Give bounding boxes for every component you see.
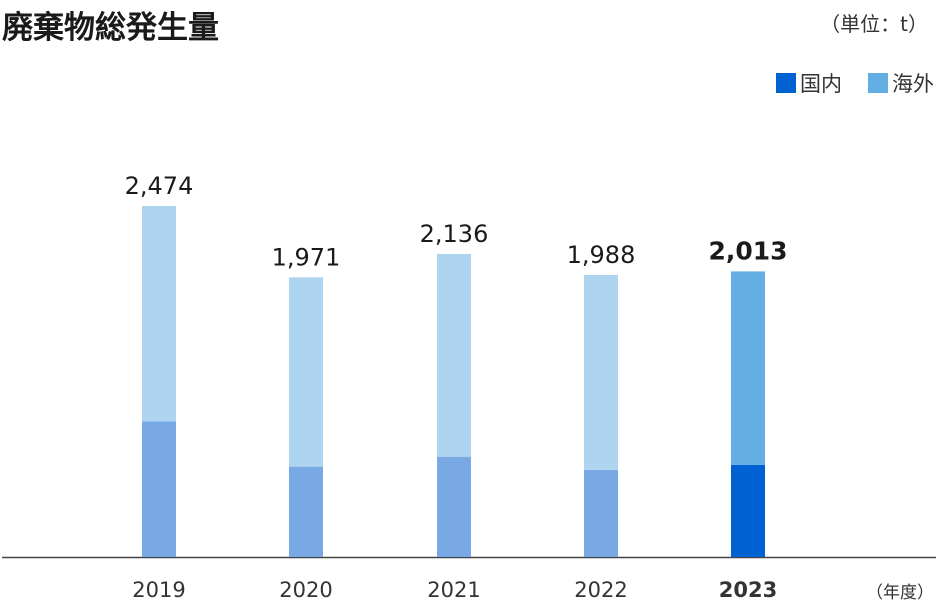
bar-overseas-2020 [289,277,323,467]
bar-domestic-2022 [584,469,618,557]
bar-domestic-2020 [289,466,323,557]
unit-label: （単位：t） [820,12,928,36]
legend-label-overseas: 海外 [892,72,934,96]
total-label-2021: 2,136 [420,220,489,248]
bar-domestic-2021 [437,456,471,557]
legend-item-domestic: 国内 [776,68,842,98]
x-tick-label-2022: 2022 [574,578,627,600]
x-axis-unit-label: （年度） [866,583,934,603]
x-tick-label-2021: 2021 [427,578,480,600]
bar-overseas-2021 [437,253,471,457]
x-tick-label-2023: 2023 [719,578,777,600]
total-label-2023: 2,013 [708,236,787,265]
bar-overseas-2022 [584,274,618,470]
x-tick-label-2020: 2020 [279,578,332,600]
legend-label-domestic: 国内 [800,72,842,96]
bar-domestic-2019 [142,421,176,557]
x-tick-label-2019: 2019 [132,578,185,600]
legend-swatch-domestic [776,73,796,93]
total-label-2019: 2,474 [125,172,194,200]
legend-item-overseas: 海外 [868,68,934,98]
legend: 国内 海外 [750,68,934,98]
chart-title: 廃棄物総発生量 [2,10,219,46]
bar-domestic-2023 [731,464,765,557]
bar-overseas-2019 [142,206,176,422]
bar-overseas-2023 [731,271,765,465]
total-label-2022: 1,988 [567,241,636,269]
total-label-2020: 1,971 [272,243,341,271]
legend-swatch-overseas [868,73,888,93]
